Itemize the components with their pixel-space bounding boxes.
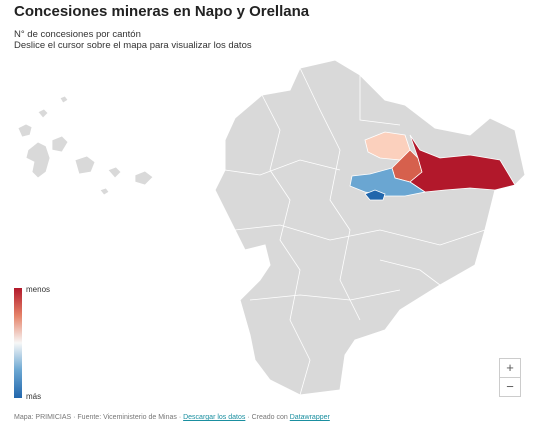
legend-label: menos — [26, 285, 51, 294]
footer-source: Mapa: PRIMICIAS · Fuente: Viceministerio… — [14, 414, 182, 421]
region-dark-red — [409, 134, 516, 193]
subtitle: N° de concesiones por cantón — [14, 29, 141, 40]
mainland — [214, 59, 526, 396]
zoom-in-button[interactable]: + — [499, 358, 521, 378]
legend-label: más — [26, 392, 42, 401]
zoom-out-button[interactable]: − — [499, 377, 521, 397]
region-light-blue — [349, 167, 427, 197]
canton-borders — [224, 67, 486, 396]
credit-link[interactable]: Datawrapper — [289, 414, 330, 421]
legend-gradient — [14, 288, 22, 398]
footer: Mapa: PRIMICIAS · Fuente: Viceministerio… — [14, 414, 330, 421]
galapagos — [17, 95, 154, 196]
footer-credit-prefix: · Creado con — [247, 414, 288, 421]
download-link[interactable]: Descargar los datos — [183, 414, 246, 421]
subtitle: Deslice el cursor sobre el mapa para vis… — [14, 40, 252, 51]
region-dark-blue — [364, 189, 386, 201]
title: Concesiones mineras en Napo y Orellana — [14, 3, 310, 20]
